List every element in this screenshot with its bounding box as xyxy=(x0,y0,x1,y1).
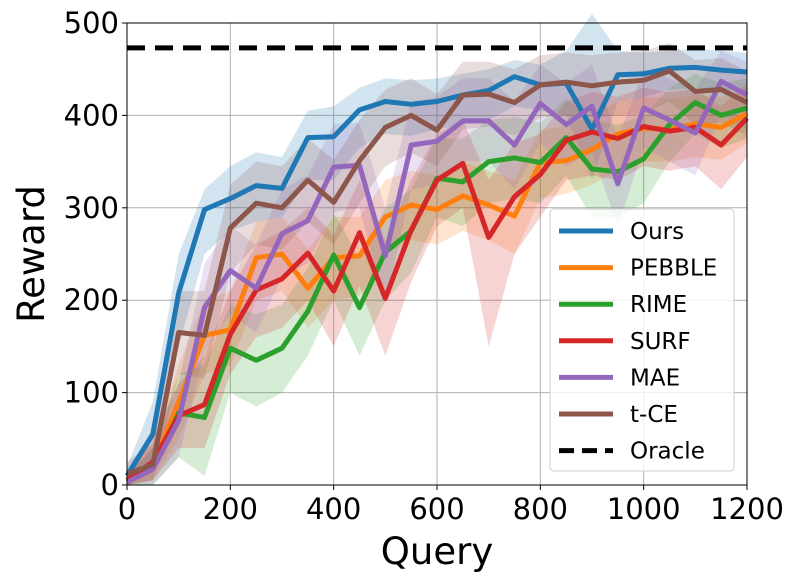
x-tick-label-0: 0 xyxy=(118,492,136,526)
series-line-t-ce xyxy=(126,68,749,477)
y-tick-label-500: 500 xyxy=(64,6,119,40)
y-tick-label-100: 100 xyxy=(64,376,119,410)
legend-item-rime: RIME xyxy=(559,292,687,318)
x-tick-label-400: 400 xyxy=(306,492,361,526)
legend-item-pebble: PEBBLE xyxy=(559,256,717,282)
series-lines xyxy=(124,45,749,485)
y-tick-label-200: 200 xyxy=(64,283,119,317)
legend-label-pebble: PEBBLE xyxy=(630,256,717,282)
x-tick-label-1200: 1200 xyxy=(710,492,784,526)
band-rime xyxy=(127,73,747,486)
x-tick-label-600: 600 xyxy=(409,492,464,526)
legend-label-t-ce: t-CE xyxy=(630,402,678,428)
legend-label-mae: MAE xyxy=(630,365,680,391)
legend-item-ours: Ours xyxy=(559,219,684,245)
legend-item-oracle: Oracle xyxy=(559,439,705,465)
y-tick-label-300: 300 xyxy=(64,191,119,225)
series-line-mae xyxy=(125,78,749,485)
legend-label-oracle: Oracle xyxy=(630,439,705,465)
series-line-surf xyxy=(125,116,749,483)
legend: Ours PEBBLE RIME SURF MAE t-CE Oracle xyxy=(549,208,735,472)
y-axis-label: Reward xyxy=(10,185,53,323)
legend-item-surf: SURF xyxy=(559,329,691,355)
tick-labels: 0 200 400 600 800 1000 1200 0 100 200 300 400 500 xyxy=(64,6,784,526)
legend-item-mae: MAE xyxy=(559,365,680,391)
legend-label-surf: SURF xyxy=(630,329,691,355)
x-axis-label: Query xyxy=(381,530,493,573)
x-tick-label-200: 200 xyxy=(203,492,258,526)
legend-item-t-ce: t-CE xyxy=(559,402,678,428)
x-tick-label-800: 800 xyxy=(513,492,568,526)
y-tick-label-400: 400 xyxy=(64,98,119,132)
legend-label-ours: Ours xyxy=(630,219,684,245)
x-tick-label-1000: 1000 xyxy=(607,492,681,526)
series-line-ours xyxy=(124,64,748,478)
legend-box xyxy=(549,208,735,472)
y-tick-label-0: 0 xyxy=(101,468,119,502)
legend-label-rime: RIME xyxy=(630,292,687,318)
